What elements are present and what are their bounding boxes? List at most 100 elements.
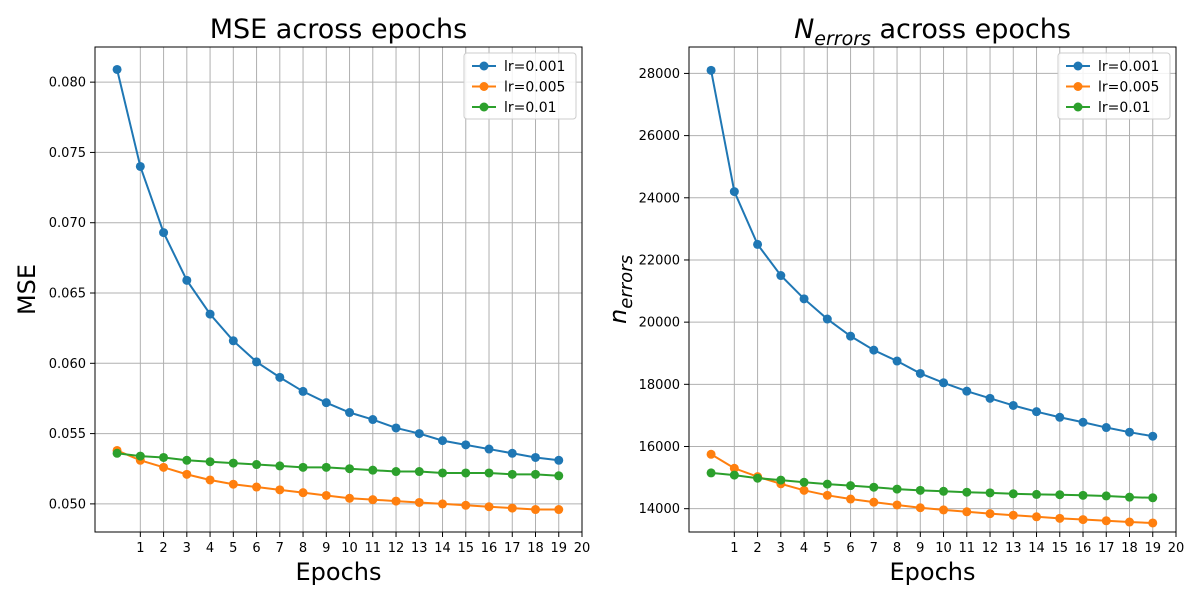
legend-label: lr=0.001 [1098, 59, 1159, 75]
data-point [484, 468, 494, 478]
data-point [391, 496, 401, 506]
data-point [507, 448, 517, 458]
x-tick-label: 19 [1144, 541, 1161, 556]
grid [689, 47, 1177, 532]
data-point [554, 471, 564, 481]
x-tick-label: 1 [730, 541, 738, 556]
plot-title: Nerrors across epochs [794, 14, 1071, 50]
y-tick-label: 0.075 [49, 146, 86, 161]
x-tick-label: 3 [183, 541, 191, 556]
data-point [438, 468, 448, 478]
series-lr=0.001 [112, 64, 564, 465]
data-point [345, 408, 355, 418]
legend-marker [479, 82, 489, 91]
data-point [729, 463, 739, 473]
x-tick-label: 6 [252, 541, 260, 556]
series-lr=0.01 [706, 468, 1158, 503]
x-axis-label: Epochs [890, 558, 976, 586]
y-tick-label: 0.060 [49, 357, 86, 372]
data-point [321, 398, 331, 408]
y-tick-label: 28000 [639, 67, 680, 82]
x-tick-label: 4 [206, 541, 214, 556]
series-lr=0.005 [706, 449, 1158, 528]
data-point [484, 502, 494, 512]
data-point [776, 271, 786, 281]
legend-entry: lr=0.01 [1066, 100, 1151, 116]
series-line [116, 69, 559, 462]
data-point [1125, 492, 1135, 502]
data-point [822, 490, 832, 500]
y-tick-label: 18000 [639, 378, 680, 393]
legend-box [463, 52, 577, 120]
y-tick-label: 0.050 [49, 497, 86, 512]
data-point [228, 479, 238, 489]
data-point [1032, 489, 1042, 499]
x-tick-label: 9 [322, 541, 330, 556]
data-point [275, 485, 285, 495]
data-point [484, 444, 494, 454]
data-point [159, 452, 169, 462]
legend-label: lr=0.001 [504, 59, 565, 75]
data-point [205, 309, 215, 319]
x-tick-label: 17 [1098, 541, 1115, 556]
data-point [1078, 490, 1088, 500]
data-point [985, 488, 995, 498]
data-point [1008, 400, 1018, 410]
y-tick-label: 0.080 [49, 76, 86, 91]
data-point [461, 468, 471, 478]
x-tick-label: 18 [527, 541, 544, 556]
legend-label: lr=0.01 [504, 100, 557, 116]
data-point [252, 460, 262, 470]
data-point [321, 462, 331, 472]
data-point [776, 475, 786, 485]
data-point [368, 495, 378, 505]
data-point [228, 458, 238, 468]
data-point [135, 161, 145, 171]
data-point [275, 372, 285, 382]
x-tick-label: 7 [276, 541, 284, 556]
data-point [869, 482, 879, 492]
data-point [846, 481, 856, 491]
data-point [391, 423, 401, 433]
data-point [706, 65, 716, 75]
data-point [706, 468, 716, 478]
x-tick-label: 19 [550, 541, 567, 556]
grid [95, 47, 583, 532]
data-point [461, 440, 471, 450]
data-point [1101, 423, 1111, 433]
title-subscript: errors [814, 28, 871, 50]
x-tick-label: 12 [982, 541, 999, 556]
x-tick-label: 16 [1075, 541, 1092, 556]
x-tick-label: 2 [753, 541, 761, 556]
series-lr=0.001 [706, 65, 1158, 441]
data-point [915, 485, 925, 495]
x-tick-label: 14 [1028, 541, 1045, 556]
ticks: 1 2 3 4 5 6 7 8 9 10 11 12 13 14 15 16 17 18 19 20140001600… [639, 67, 1185, 556]
x-tick-label: 2 [159, 541, 167, 556]
x-tick-label: 5 [229, 541, 237, 556]
data-point [1125, 517, 1135, 527]
x-tick-label: 20 [1168, 541, 1185, 556]
x-tick-label: 15 [457, 541, 474, 556]
data-point [706, 449, 716, 459]
legend: lr=0.001 lr=0.005 lr=0.01 [463, 52, 577, 120]
data-point [252, 357, 262, 367]
data-point [1078, 515, 1088, 525]
data-point [1008, 489, 1018, 499]
title-rest: across epochs [871, 14, 1071, 45]
legend-label: lr=0.005 [504, 80, 565, 96]
y-axis-label: nerrors [604, 255, 637, 324]
data-point [753, 473, 763, 483]
data-point [915, 368, 925, 378]
data-point [1148, 518, 1158, 528]
data-point [1032, 407, 1042, 417]
x-tick-label: 3 [777, 541, 785, 556]
data-point [507, 469, 517, 479]
data-point [182, 275, 192, 285]
data-point [962, 507, 972, 517]
data-point [985, 509, 995, 519]
data-point [205, 475, 215, 485]
legend-entry: lr=0.001 [472, 59, 565, 75]
legend-label: lr=0.005 [1098, 80, 1159, 96]
